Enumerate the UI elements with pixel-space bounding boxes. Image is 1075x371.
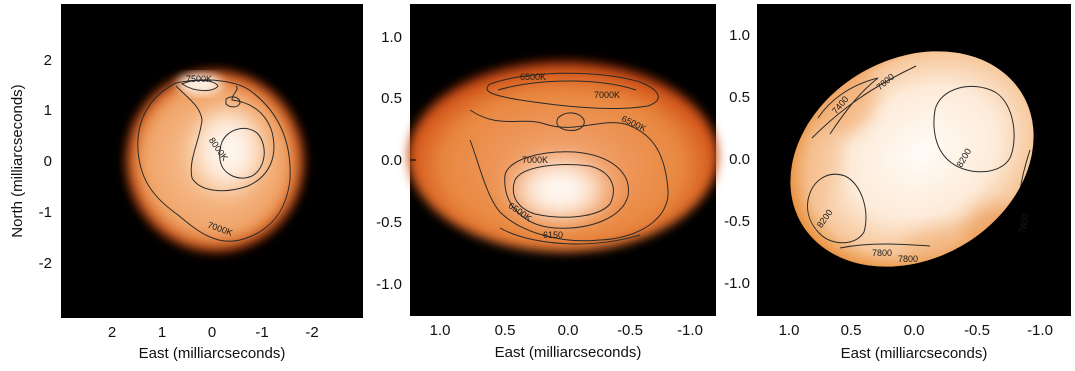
panel-2-contour-6150 — [499, 227, 641, 245]
panel-1-xtick-4: -1 — [255, 324, 268, 341]
panel-1: 7500K 8000K 7000K 2 1 0 -1 -2 2 1 0 -1 -… — [9, 4, 363, 362]
panel-1-contour-7500-top — [180, 79, 219, 92]
panel-3-contour-7800-bottom — [839, 243, 931, 249]
panel-3-contour-8200-left — [807, 173, 867, 244]
panel-3-contour-label-6: 7800 — [898, 254, 918, 264]
panel-2-ytick-2: 0.5 — [381, 90, 402, 107]
panel-3-ytick-2: 0.5 — [729, 89, 750, 106]
panel-1-ytick-1: 2 — [44, 52, 52, 69]
panel-1-y-ticks — [61, 59, 67, 264]
panel-1-contour-small — [225, 96, 241, 108]
panel-1-contour-label-1: 7500K — [186, 74, 212, 84]
panel-2-contour-outer — [486, 72, 659, 109]
panel-2-xtick-5: -1.0 — [677, 322, 703, 339]
panel-2-ytick-3: 0.0 — [381, 152, 402, 169]
panel-1-ytick-2: 1 — [44, 102, 52, 119]
panel-1-xlabel: East (milliarcseconds) — [139, 345, 286, 362]
panel-1-contour-7500 — [175, 85, 275, 192]
panel-3: 7400 7800 8200 8200 7800 7800 7800 1.0 0… — [724, 4, 1071, 362]
panel-3-contour-7400 — [817, 77, 879, 135]
panel-2-stellar-disk — [408, 60, 718, 252]
panel-1-xtick-3: 0 — [208, 324, 216, 341]
panel-2-xtick-1: 1.0 — [430, 322, 451, 339]
panel-3-ytick-4: -0.5 — [724, 213, 750, 230]
panel-1-xtick-1: 2 — [108, 324, 116, 341]
panel-1-xtick-5: -2 — [305, 324, 318, 341]
panel-2-xtick-3: 0.0 — [558, 322, 579, 339]
panel-2: 6500K 7000K 6500K 7000K 6500K 6150 1.0 0… — [376, 4, 718, 361]
panel-1-contours — [137, 79, 291, 242]
panel-3-ytick-3: 0.0 — [729, 151, 750, 168]
panel-2-ytick-5: -1.0 — [376, 276, 402, 293]
panel-3-contour-7800-top — [811, 65, 917, 139]
panel-3-xtick-2: 0.5 — [841, 322, 862, 339]
panel-1-ytick-5: -2 — [39, 255, 52, 272]
panel-3-xtick-1: 1.0 — [779, 322, 800, 339]
panel-1-contour-8000 — [219, 127, 265, 179]
panel-2-ytick-4: -0.5 — [376, 214, 402, 231]
panel-2-contour-label-4: 7000K — [522, 155, 548, 165]
panel-2-contour-label-6: 6150 — [543, 230, 563, 240]
panel-3-contour-label-5: 7800 — [872, 248, 892, 258]
panel-3-ytick-5: -1.0 — [724, 275, 750, 292]
panel-2-contour-label-1: 6500K — [520, 72, 546, 82]
panel-3-contour-label-7: 7800 — [1017, 213, 1030, 234]
panel-2-contour-blob — [556, 112, 585, 131]
panel-3-contour-8200-right — [933, 85, 1015, 173]
panel-1-ytick-3: 0 — [44, 153, 52, 170]
panel-1-contour-7000 — [137, 79, 291, 242]
panel-1-xtick-2: 1 — [158, 324, 166, 341]
panel-1-ylabel: North (milliarcseconds) — [9, 84, 26, 237]
panel-3-ytick-1: 1.0 — [729, 27, 750, 44]
panel-2-xlabel: East (milliarcseconds) — [495, 344, 642, 361]
panel-2-y-ticks — [410, 36, 416, 285]
panel-3-xtick-3: 0.0 — [904, 322, 925, 339]
panel-3-xlabel: East (milliarcseconds) — [841, 345, 988, 362]
panel-2-contour-label-2: 7000K — [594, 90, 620, 100]
panel-1-ytick-4: -1 — [39, 204, 52, 221]
panel-2-xtick-2: 0.5 — [495, 322, 516, 339]
panel-3-y-ticks — [757, 34, 763, 284]
panel-2-contour-top — [497, 80, 637, 91]
panel-2-ytick-1: 1.0 — [381, 29, 402, 46]
panel-2-contour-6500 — [469, 109, 669, 242]
panel-2-contour-7000 — [504, 151, 629, 229]
panel-2-contours — [469, 72, 669, 245]
panel-1-stellar-disk — [124, 69, 306, 253]
panel-2-xtick-4: -0.5 — [617, 322, 643, 339]
panel-3-xtick-5: -1.0 — [1027, 322, 1053, 339]
panel-2-contour-inner — [512, 164, 614, 218]
panel-3-xtick-4: -0.5 — [964, 322, 990, 339]
